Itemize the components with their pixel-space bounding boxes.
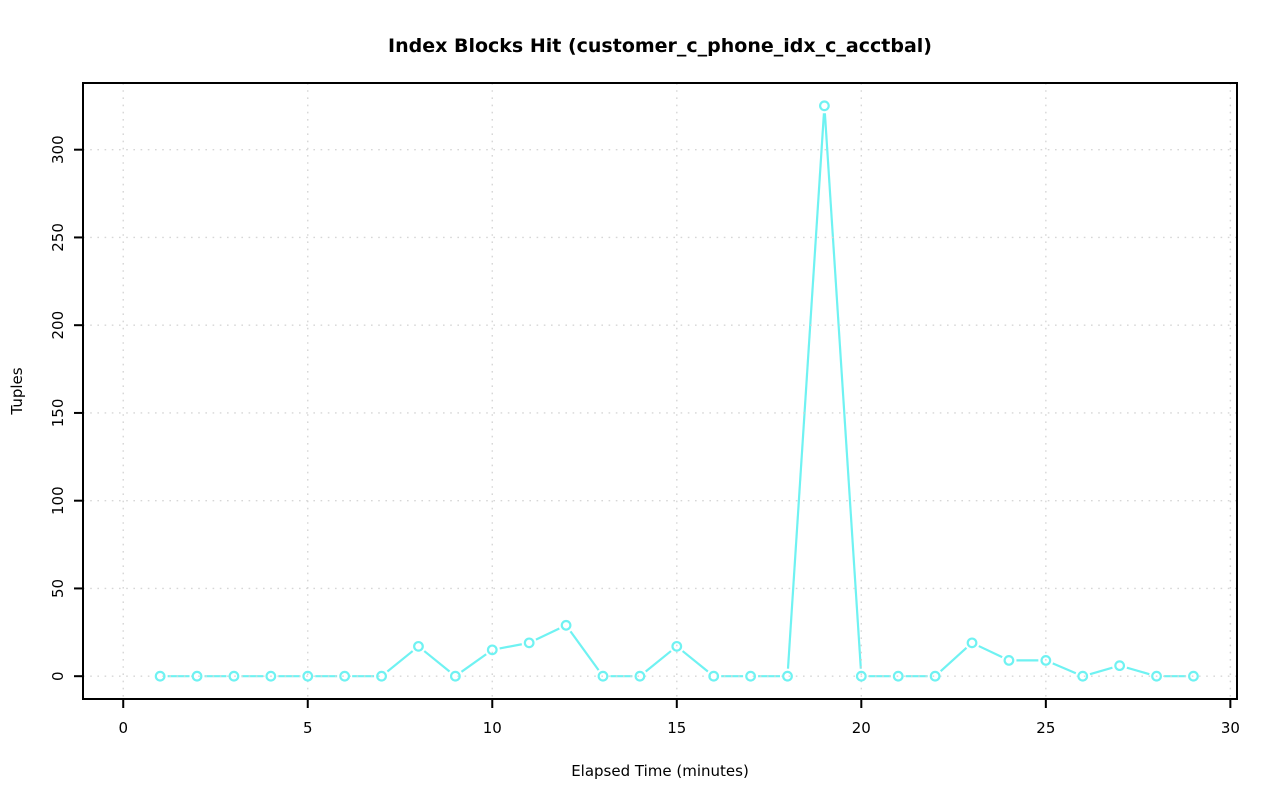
data-point-marker: [892, 670, 904, 682]
data-point-marker: [782, 670, 793, 682]
data-point-marker: [1151, 670, 1162, 682]
y-axis-title: Tuples: [8, 367, 26, 415]
data-point-marker: [745, 670, 756, 682]
data-point-marker: [1040, 654, 1052, 666]
data-point-marker: [265, 670, 277, 682]
data-point-marker: [376, 670, 387, 682]
y-tick-label: 300: [49, 135, 67, 164]
series-segment: [1052, 662, 1077, 675]
x-tick-label: 15: [667, 719, 686, 737]
data-point-marker: [819, 100, 830, 112]
data-point-marker: [671, 640, 683, 652]
chart-title: Index Blocks Hit (customer_c_phone_idx_c…: [388, 35, 932, 57]
series-segment: [460, 653, 487, 673]
series-segment: [569, 630, 600, 671]
x-tick-label: 30: [1221, 719, 1240, 737]
series-segment: [499, 643, 523, 650]
plot-frame-layer: [74, 82, 1238, 708]
series-segment: [645, 650, 672, 673]
data-point-marker: [1003, 654, 1015, 666]
data-point-marker: [1188, 670, 1199, 682]
gridlines-layer: [83, 83, 1237, 699]
data-point-marker: [597, 670, 609, 682]
x-tick-label: 25: [1036, 719, 1055, 737]
data-point-marker: [855, 670, 867, 682]
data-point-marker: [634, 670, 646, 682]
data-point-marker: [708, 670, 720, 682]
data-point-marker: [228, 670, 240, 682]
series-segment: [386, 650, 414, 673]
data-point-marker: [413, 640, 424, 652]
data-point-marker: [560, 619, 572, 631]
y-tick-label: 250: [49, 223, 67, 252]
data-point-marker: [966, 637, 978, 649]
series-layer: [167, 113, 1186, 678]
series-segment: [535, 627, 560, 641]
y-tick-label: 0: [49, 671, 67, 681]
y-tick-label: 200: [49, 311, 67, 340]
y-tick-label: 150: [49, 399, 67, 428]
data-point-marker: [339, 670, 351, 682]
data-point-marker: [191, 670, 203, 682]
x-tick-label: 20: [852, 719, 871, 737]
data-point-marker: [1114, 660, 1126, 672]
series-segment: [423, 650, 451, 673]
x-tick-label: 10: [483, 719, 502, 737]
data-point-marker: [1077, 670, 1089, 682]
y-tick-label: 50: [49, 579, 67, 598]
data-point-marker: [929, 670, 941, 682]
series-segment: [1126, 666, 1150, 676]
series-segment: [978, 645, 1003, 659]
series-segment: [939, 647, 968, 672]
data-point-marker: [302, 670, 314, 682]
series-segment: [681, 650, 709, 673]
x-axis-title: Elapsed Time (minutes): [571, 762, 749, 780]
data-point-marker: [523, 637, 535, 649]
data-point-marker: [486, 644, 498, 656]
x-tick-label: 5: [303, 719, 313, 737]
data-point-marker: [449, 670, 461, 682]
y-tick-label: 100: [49, 486, 67, 515]
markers-layer: [154, 100, 1199, 682]
x-tick-label: 0: [118, 719, 128, 737]
series-segment: [823, 113, 862, 669]
series-segment: [786, 113, 826, 669]
plot-border: [82, 82, 1238, 700]
data-point-marker: [154, 670, 166, 682]
series-segment: [1089, 666, 1113, 676]
